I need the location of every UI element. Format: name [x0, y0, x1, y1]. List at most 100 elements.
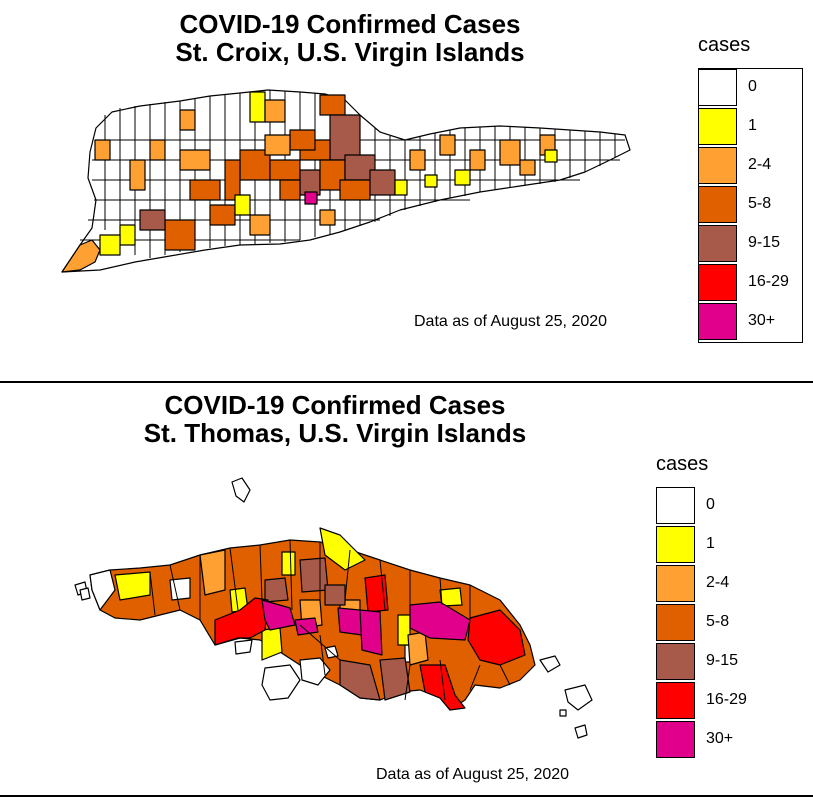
estate: [209, 204, 236, 226]
estate: [179, 149, 211, 171]
legend-label: 1: [748, 117, 757, 134]
estate: [319, 94, 346, 116]
legend-swatch: [698, 225, 737, 262]
estate: [329, 114, 361, 161]
legend-item-0: 0: [656, 487, 756, 526]
stthomas-estate-red: [467, 609, 526, 666]
stthomas-estate-magenta: [359, 609, 383, 656]
stthomas-legend-title: cases: [656, 453, 709, 475]
stcroix-legend-title: cases: [698, 34, 751, 56]
legend-label: 5-8: [748, 195, 772, 212]
estate: [129, 159, 146, 191]
stcroix-title-line2: St. Croix, U.S. Virgin Islands: [175, 37, 525, 67]
stthomas-estate-magenta: [409, 601, 471, 641]
legend-swatch: [698, 147, 737, 184]
stthomas-cay: [564, 684, 593, 711]
estate: [304, 191, 318, 205]
legend-item-0: 0: [698, 69, 798, 108]
legend-label: 9-15: [706, 652, 739, 669]
stthomas-data-date: Data as of August 25, 2020: [376, 766, 570, 783]
stthomas-estate-yellow: [281, 551, 296, 576]
stthomas-estate-brown: [379, 657, 411, 701]
legend-label: 9-15: [748, 234, 781, 251]
estate: [119, 224, 136, 246]
estate: [369, 169, 396, 196]
estate: [289, 129, 316, 151]
stthomas-estate-yellow: [114, 571, 151, 601]
estate: [439, 134, 456, 156]
stthomas-estate-white: [89, 569, 116, 611]
estate: [139, 209, 166, 231]
estate: [269, 159, 301, 181]
legend-item-6: 30+: [698, 303, 798, 342]
stthomas-cay: [261, 664, 301, 701]
legend-swatch: [656, 682, 695, 719]
legend-item-5: 16-29: [698, 264, 798, 303]
stthomas-estate-brown: [299, 557, 329, 593]
estate: [264, 134, 291, 156]
stthomas-cay: [299, 657, 331, 686]
legend-item-5: 16-29: [656, 682, 756, 721]
estate: [499, 139, 521, 166]
legend-label: 30+: [706, 730, 734, 747]
estate: [99, 234, 121, 256]
legend-swatch: [698, 186, 737, 223]
estate: [94, 139, 111, 161]
panel-divider: [0, 381, 813, 383]
legend-item-4: 9-15: [698, 225, 798, 264]
legend-label: 16-29: [748, 273, 789, 290]
estate: [189, 179, 221, 201]
legend-label: 5-8: [706, 613, 730, 630]
stthomas-estate-yellow: [261, 627, 283, 661]
stcroix-map: [61, 89, 631, 273]
legend-item-3: 5-8: [698, 186, 798, 225]
estate: [469, 149, 486, 171]
stthomas-cay: [574, 724, 588, 739]
legend-swatch: [656, 526, 695, 563]
stthomas-estate-magenta: [337, 607, 363, 636]
legend-label: 16-29: [706, 691, 747, 708]
stthomas-estate-red: [419, 664, 466, 711]
legend-swatch: [698, 69, 737, 106]
stthomas-estate-magenta: [261, 599, 296, 631]
stthomas-estate-lightorange: [407, 631, 429, 666]
stthomas-legend: 0 1 2-4 5-8 9-15 16-29 30+: [656, 487, 761, 762]
legend-item-2: 2-4: [656, 565, 756, 604]
estate: [249, 214, 271, 236]
estate: [299, 169, 321, 196]
estate: [519, 159, 536, 176]
stthomas-estate-red: [214, 597, 269, 646]
estate: [409, 149, 426, 171]
legend-label: 0: [748, 78, 757, 95]
legend-label: 2-4: [748, 156, 772, 173]
stthomas-estate-white: [169, 577, 191, 601]
estate: [234, 194, 251, 216]
stthomas-cay: [559, 709, 567, 717]
stthomas-estate-yellow: [319, 527, 366, 571]
estate: [544, 149, 558, 163]
stthomas-map: [74, 477, 593, 739]
stthomas-estate-brown: [264, 577, 289, 603]
legend-item-6: 30+: [656, 721, 756, 760]
legend-label: 2-4: [706, 574, 730, 591]
legend-item-4: 9-15: [656, 643, 756, 682]
legend-swatch: [656, 565, 695, 602]
estate: [224, 159, 241, 201]
stthomas-estate-brown: [324, 584, 346, 606]
legend-swatch: [698, 108, 737, 145]
stcroix-title: COVID-19 Confirmed Cases St. Croix, U.S.…: [0, 10, 700, 66]
legend-swatch: [656, 643, 695, 680]
estate: [424, 174, 438, 188]
legend-swatch: [698, 264, 737, 301]
stcroix-west-tip: [61, 239, 101, 273]
stthomas-title-line2: St. Thomas, U.S. Virgin Islands: [143, 418, 527, 448]
legend-swatch: [698, 303, 737, 340]
stcroix-legend: 0 1 2-4 5-8 9-15 16-29 30+: [698, 68, 803, 343]
estate: [264, 99, 286, 123]
estate: [164, 219, 196, 251]
estate: [179, 109, 196, 131]
estate: [319, 209, 336, 226]
stthomas-estate-magenta: [294, 617, 319, 636]
stthomas-title: COVID-19 Confirmed Cases St. Thomas, U.S…: [0, 391, 670, 447]
stthomas-estate-brown: [339, 659, 381, 701]
